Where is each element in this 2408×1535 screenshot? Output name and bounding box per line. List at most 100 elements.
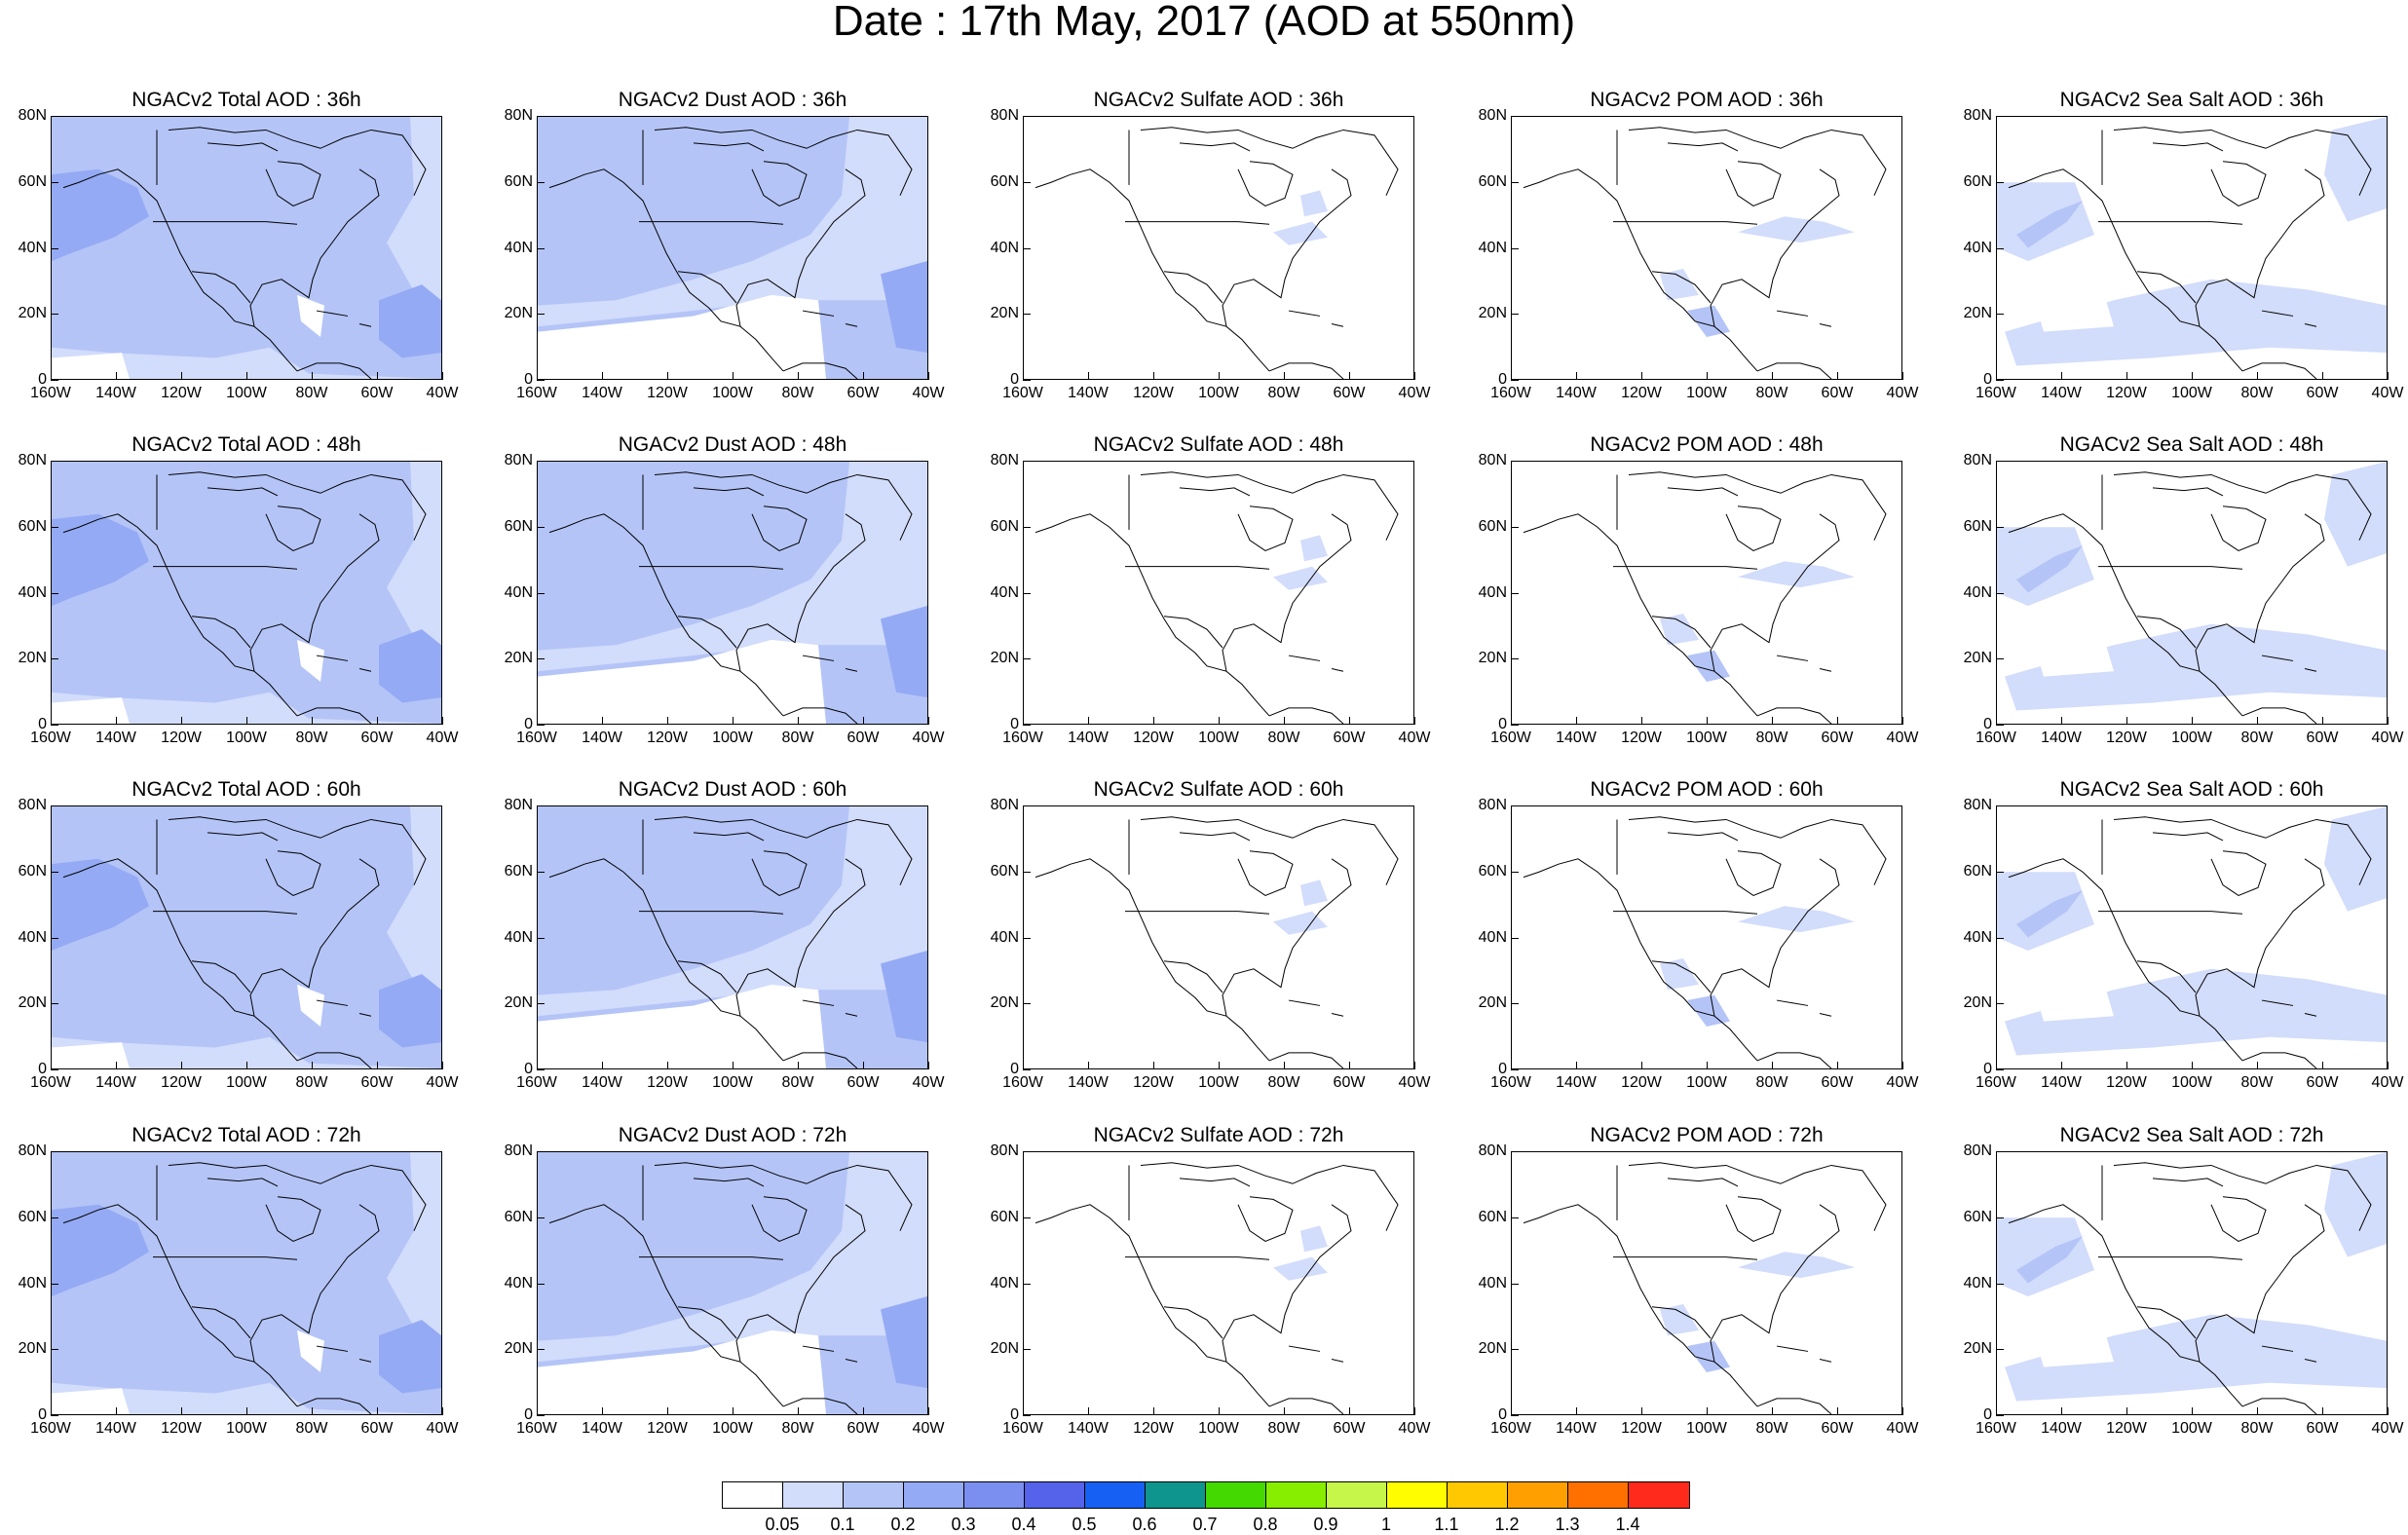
latitude-label: 0: [524, 716, 533, 732]
coastline: [1726, 851, 1781, 896]
coastline: [317, 1346, 348, 1351]
latitude-label: 20N: [504, 994, 533, 1012]
latitude-tick: [1996, 380, 2004, 381]
latitude-label: 0: [38, 371, 47, 388]
colorbar-label: 0.5: [1072, 1515, 1097, 1534]
aod-shaded-region: [52, 1388, 130, 1414]
coastline: [2009, 514, 2242, 716]
latitude-tick: [537, 526, 545, 528]
latitude-tick: [51, 1349, 58, 1351]
longitude-tick: [1023, 1062, 1024, 1069]
longitude-label: 80W: [1755, 1074, 1788, 1091]
latitude-label: 60N: [1963, 172, 1992, 190]
coastline: [1777, 655, 1808, 660]
aod-shaded-region: [881, 950, 927, 1043]
latitude-label: 60N: [504, 517, 533, 535]
map-canvas: [1024, 117, 1413, 379]
latitude-label: 0: [1498, 371, 1507, 388]
latitude-label: 20N: [1478, 305, 1507, 322]
coastline: [1613, 912, 1757, 915]
coastline: [1668, 143, 1738, 151]
aod-map-panel: [1023, 461, 1414, 725]
latitude-tick: [1023, 181, 1031, 183]
latitude-label: 40N: [990, 583, 1019, 601]
longitude-label: 120W: [1621, 385, 1662, 401]
longitude-tick: [312, 1407, 313, 1415]
coastline: [2262, 1346, 2293, 1351]
latitude-label: 80N: [1478, 1142, 1507, 1159]
longitude-label: 80W: [295, 1074, 328, 1091]
panel-title: NGACv2 Dust AOD : 48h: [618, 433, 847, 456]
longitude-tick: [928, 1407, 929, 1415]
coastline: [2211, 506, 2266, 551]
longitude-label: 160W: [30, 1420, 71, 1437]
longitude-tick: [181, 717, 182, 725]
latitude-label: 60N: [18, 1208, 47, 1225]
longitude-label: 80W: [781, 1074, 814, 1091]
latitude-label: 80N: [1478, 107, 1507, 124]
aod-shaded-region: [538, 117, 849, 306]
longitude-label: 140W: [2041, 1074, 2082, 1091]
longitude-label: 140W: [582, 1074, 622, 1091]
longitude-tick: [442, 1407, 443, 1415]
longitude-label: 160W: [516, 730, 557, 746]
longitude-label: 140W: [95, 385, 136, 401]
coastline: [549, 1205, 783, 1406]
longitude-tick: [1511, 1407, 1512, 1415]
longitude-label: 100W: [1686, 1420, 1727, 1437]
longitude-tick: [2126, 1062, 2127, 1069]
latitude-tick: [537, 725, 545, 726]
longitude-tick: [1576, 717, 1577, 725]
coastline: [1629, 128, 1886, 196]
longitude-label: 80W: [1755, 1420, 1788, 1437]
longitude-tick: [1284, 717, 1285, 725]
coastline: [694, 143, 764, 151]
longitude-label: 40W: [1398, 1420, 1431, 1437]
coastline: [1125, 912, 1269, 915]
longitude-tick: [1707, 1407, 1708, 1415]
longitude-tick: [798, 1062, 799, 1069]
aod-map-panel: [1996, 805, 2388, 1069]
latitude-tick: [1023, 1349, 1031, 1351]
longitude-label: 60W: [2306, 1420, 2339, 1437]
longitude-label: 120W: [161, 730, 202, 746]
coastline: [1777, 1000, 1808, 1005]
longitude-label: 120W: [647, 385, 688, 401]
colorbar-swatch: [1327, 1482, 1387, 1508]
latitude-label: 40N: [1963, 583, 1992, 601]
longitude-tick: [116, 1407, 117, 1415]
colorbar-swatch: [783, 1482, 844, 1508]
coastline: [1180, 143, 1250, 151]
longitude-tick: [2322, 1407, 2323, 1415]
aod-shaded-region: [52, 858, 149, 951]
longitude-label: 40W: [426, 1074, 459, 1091]
longitude-label: 140W: [95, 730, 136, 746]
aod-shaded-region: [1273, 1256, 1328, 1281]
longitude-label: 80W: [295, 385, 328, 401]
coastline: [752, 1197, 807, 1242]
coastline: [2009, 859, 2242, 1061]
panel-title: NGACv2 Total AOD : 72h: [132, 1124, 361, 1146]
latitude-tick: [537, 181, 545, 183]
longitude-tick: [51, 372, 52, 380]
latitude-label: 80N: [1963, 797, 1992, 813]
longitude-label: 140W: [582, 1420, 622, 1437]
longitude-tick: [116, 1062, 117, 1069]
longitude-label: 120W: [1133, 730, 1174, 746]
longitude-tick: [798, 717, 799, 725]
latitude-tick: [1996, 1415, 2004, 1416]
latitude-label: 20N: [18, 1340, 47, 1358]
latitude-tick: [1996, 592, 2004, 594]
longitude-label: 100W: [1198, 730, 1239, 746]
coastline: [169, 817, 426, 885]
longitude-label: 80W: [781, 1420, 814, 1437]
longitude-label: 160W: [1490, 1074, 1531, 1091]
coastline: [297, 363, 371, 379]
coastline: [2098, 1257, 2242, 1260]
aod-shaded-region: [379, 284, 441, 358]
latitude-label: 0: [1983, 716, 1992, 732]
coastline: [2153, 1179, 2223, 1186]
latitude-tick: [51, 937, 58, 939]
coastline: [297, 708, 371, 724]
latitude-label: 20N: [1478, 1340, 1507, 1358]
